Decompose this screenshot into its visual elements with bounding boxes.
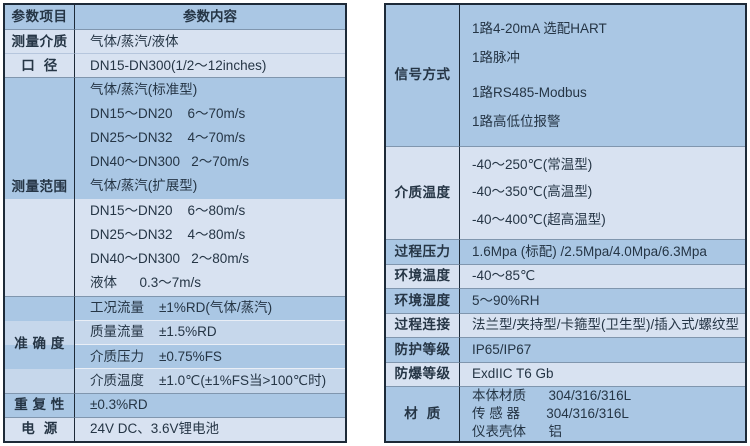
value-signal-rs485: 1路RS485-Modbus — [460, 75, 745, 111]
label-explosion-proof-rating: 防爆等级 — [386, 361, 460, 387]
label-diameter: 口 径 — [5, 53, 75, 78]
value-material-housing: 仪表壳体 铝 — [460, 422, 745, 441]
value-ambient-temperature: -40～85℃ — [460, 263, 745, 289]
value-range-dn40-80: DN40～DN300 2～80m/s — [75, 247, 345, 272]
value-medium-temp-normal: -40～250℃(常温型) — [460, 145, 745, 177]
label-accuracy: 准 确 度 — [5, 295, 75, 393]
value-accuracy-flow: 工况流量 ±1%RD(气体/蒸汽) — [75, 295, 345, 320]
value-ambient-humidity: 5～90%RH — [460, 288, 745, 313]
value-process-connection: 法兰型/夹持型/卡箍型(卫生型)/插入式/螺纹型 — [460, 312, 745, 338]
label-process-connection: 过程连接 — [386, 312, 460, 338]
value-explosion-proof-rating: ExdIIC T6 Gb — [460, 361, 745, 387]
value-material-sensor: 传 感 器 304/316/316L — [460, 404, 745, 423]
value-signal-pulse: 1路脉冲 — [460, 40, 745, 76]
value-range-dn40-70: DN40～DN300 2～70m/s — [75, 150, 345, 175]
header-parameter-content: 参数内容 — [75, 5, 345, 29]
label-protection-rating: 防护等级 — [386, 337, 460, 362]
value-range-dn15-70: DN15～DN20 6～70m/s — [75, 101, 345, 126]
label-power-supply: 电 源 — [5, 416, 75, 441]
label-ambient-temperature: 环境温度 — [386, 263, 460, 289]
value-accuracy-temperature: 介质温度 ±1.0℃(±1%FS当>100℃时) — [75, 368, 345, 393]
value-range-gas-extended: 气体/蒸汽(扩展型) — [75, 174, 345, 199]
header-parameter-item: 参数项目 — [5, 5, 75, 29]
value-medium-temp-ultra: -40～400℃(超高温型) — [460, 208, 745, 240]
value-material-body: 本体材质 304/316/316L — [460, 386, 745, 405]
label-repeatability: 重 复 性 — [5, 392, 75, 417]
value-protection-rating: IP65/IP67 — [460, 337, 745, 362]
value-range-gas-standard: 气体/蒸汽(标准型) — [75, 77, 345, 102]
value-signal-alarm: 1路高低位报警 — [460, 110, 745, 146]
label-medium-temperature: 介质温度 — [386, 145, 460, 240]
value-measuring-medium: 气体/蒸汽/液体 — [75, 29, 345, 54]
value-range-dn15-80: DN15～DN20 6～80m/s — [75, 198, 345, 223]
value-range-dn25-80: DN25～DN32 4～80m/s — [75, 222, 345, 248]
label-measuring-medium: 测量介质 — [5, 29, 75, 54]
label-measuring-range: 测量范围 — [5, 77, 75, 296]
value-signal-4-20ma: 1路4-20mA 选配HART — [460, 5, 745, 41]
label-process-pressure: 过程压力 — [386, 239, 460, 264]
value-process-pressure: 1.6Mpa (标配) /2.5Mpa/4.0Mpa/6.3Mpa — [460, 239, 745, 264]
label-material: 材 质 — [386, 386, 460, 441]
value-medium-temp-high: -40～350℃(高温型) — [460, 176, 745, 209]
label-ambient-humidity: 环境湿度 — [386, 288, 460, 313]
value-repeatability: ±0.3%RD — [75, 392, 345, 417]
value-accuracy-mass-flow: 质量流量 ±1.5%RD — [75, 319, 345, 345]
value-diameter: DN15-DN300(1/2～12inches) — [75, 53, 345, 78]
parameters-table-left: 参数项目 参数内容 测量介质 气体/蒸汽/液体 口 径 DN15-DN300(1… — [3, 3, 347, 443]
label-signal-mode: 信号方式 — [386, 5, 460, 146]
value-range-dn25-70: DN25～DN32 4～70m/s — [75, 125, 345, 151]
value-power-supply: 24V DC、3.6V锂电池 — [75, 416, 345, 441]
parameters-table-right: 信号方式 1路4-20mA 选配HART 1路脉冲 1路RS485-Modbus… — [384, 3, 747, 443]
value-accuracy-pressure: 介质压力 ±0.75%FS — [75, 344, 345, 369]
value-range-liquid: 液体 0.3～7m/s — [75, 271, 345, 296]
